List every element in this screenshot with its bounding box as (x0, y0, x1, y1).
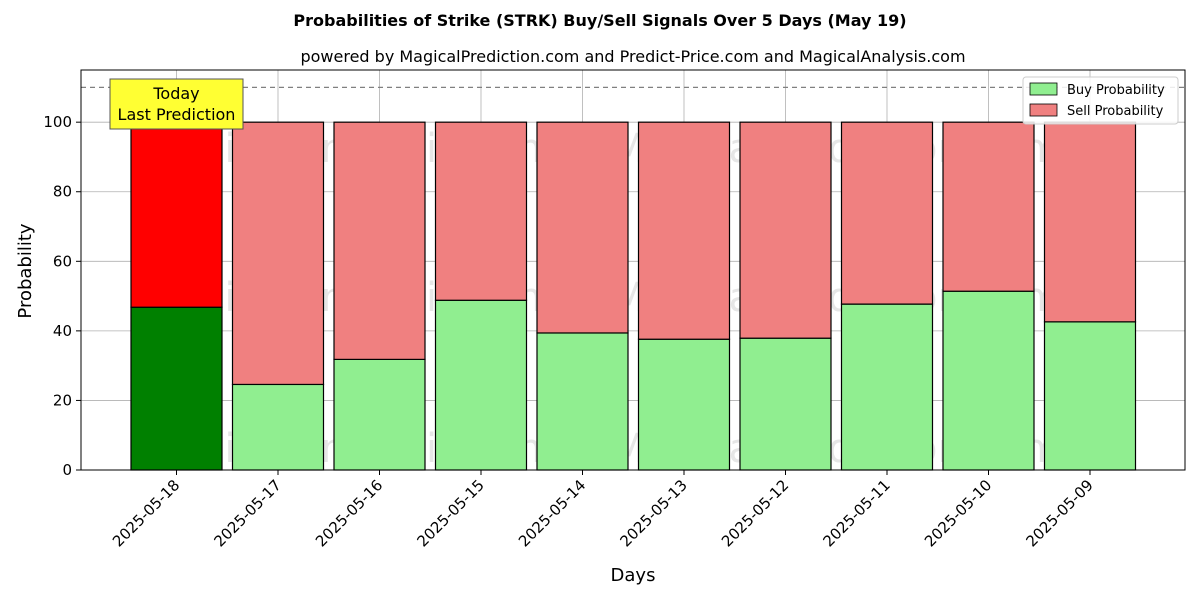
chart-title: Probabilities of Strike (STRK) Buy/Sell … (293, 11, 906, 30)
chart-subtitle: powered by MagicalPrediction.com and Pre… (300, 47, 965, 66)
buy-bar-2025-05-17 (231, 383, 325, 471)
legend-label-sell: Sell Probability (1067, 104, 1164, 119)
y-tick-label: 60 (53, 252, 72, 270)
legend-label-buy: Buy Probability (1067, 83, 1165, 98)
buy-bar-2025-05-15 (434, 299, 528, 471)
x-ticks: 2025-05-18 2025-05-17 2025-05-16 2025-05-15… (109, 470, 1097, 550)
annotation-box (109, 78, 244, 130)
legend-swatch-buy (1029, 82, 1058, 96)
y-tick-label: 20 (53, 391, 72, 409)
y-ticks: 0 20 40 60 80 100 (43, 113, 81, 479)
sell-bar-2025-05-12 (739, 121, 832, 339)
buy-bar-2025-05-14 (536, 332, 629, 471)
y-tick-label: 80 (53, 183, 72, 201)
x-tick-label: 2025-05-09 (1022, 476, 1096, 550)
y-axis-label: Probability (15, 223, 36, 318)
buy-bar-2025-05-16 (333, 358, 426, 471)
buy-bar-2025-05-13 (637, 338, 731, 471)
x-tick-label: 2025-05-18 (109, 476, 183, 550)
sell-bar-2025-05-13 (637, 121, 731, 340)
x-tick-label: 2025-05-14 (515, 476, 589, 550)
y-tick-label: 0 (62, 461, 72, 479)
sell-bar-2025-05-15 (434, 121, 528, 301)
x-tick-label: 2025-05-15 (413, 476, 487, 550)
x-tick-label: 2025-05-13 (616, 476, 690, 550)
legend-swatch-sell (1029, 103, 1058, 117)
y-tick-label: 40 (53, 322, 72, 340)
annotation-line-today: Today (152, 84, 199, 103)
annotation-line-last-prediction: Last Prediction (118, 105, 236, 124)
sell-bar-2025-05-11 (840, 121, 934, 305)
buy-bar-2025-05-09 (1043, 321, 1137, 471)
sell-bar-2025-05-17 (231, 121, 325, 386)
x-tick-label: 2025-05-17 (210, 476, 284, 550)
x-tick-label: 2025-05-11 (819, 476, 893, 550)
buy-bar-2025-05-18 (130, 306, 223, 471)
sell-bar-2025-05-10 (942, 121, 1035, 292)
sell-bar-2025-05-14 (536, 121, 629, 334)
x-axis-label: Days (611, 565, 656, 586)
buy-bar-2025-05-10 (942, 290, 1035, 471)
sell-bar-2025-05-18 (130, 121, 223, 308)
sell-bar-2025-05-09 (1043, 121, 1137, 323)
x-tick-label: 2025-05-16 (312, 476, 386, 550)
legend: Buy Probability Sell Probability (1022, 76, 1179, 125)
y-tick-label: 100 (43, 113, 72, 131)
plot-frame (80, 69, 1186, 471)
x-tick-label: 2025-05-10 (921, 476, 995, 550)
buy-bar-2025-05-11 (840, 303, 934, 471)
buy-bar-2025-05-12 (739, 337, 832, 471)
today-annotation: Today Last Prediction (109, 78, 244, 130)
bars-layer (130, 121, 1137, 471)
legend-frame (1022, 76, 1179, 125)
x-tick-label: 2025-05-12 (718, 476, 792, 550)
sell-bar-2025-05-16 (333, 121, 426, 360)
